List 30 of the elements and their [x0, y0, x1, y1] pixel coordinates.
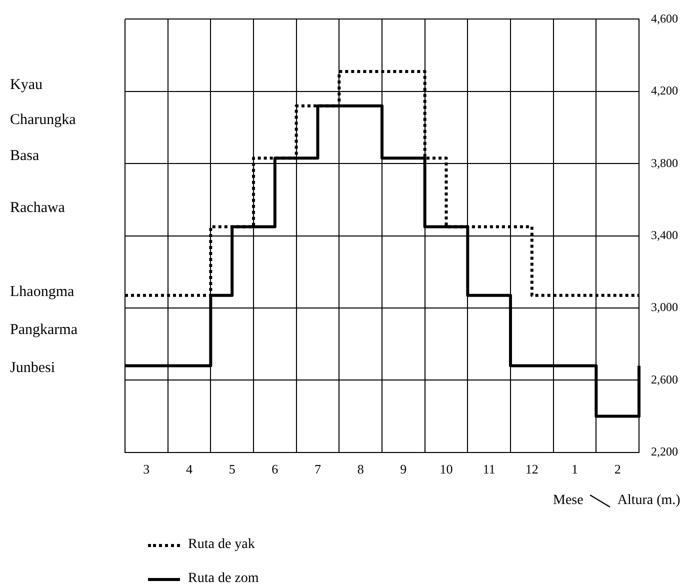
text: Charungka	[10, 112, 76, 128]
text: Basa	[10, 148, 40, 164]
text: Kyau	[10, 76, 43, 93]
text: Pangkarma	[10, 322, 78, 338]
y-tick-label: 2,200	[651, 444, 678, 459]
x-tick-label: 3	[143, 462, 150, 477]
text: Junbesi	[10, 360, 55, 376]
x-tick-label: 7	[314, 462, 322, 477]
x-tick-label: 5	[228, 462, 236, 477]
x-axis-title: Mese	[553, 493, 584, 508]
x-tick-label: 11	[482, 462, 496, 477]
x-tick-label: 12	[525, 462, 538, 477]
x-tick-label: 1	[572, 462, 578, 477]
x-tick-label: 4	[186, 462, 193, 477]
legend-label: Ruta de yak	[188, 537, 255, 553]
x-tick-label: 10	[440, 462, 453, 477]
x-tick-label: 9	[400, 462, 407, 477]
y-tick-label: 3,000	[651, 300, 678, 314]
y-tick-label: 3,800	[651, 156, 678, 170]
y-tick-label: 3,400	[651, 228, 678, 242]
text: Rachawa	[10, 200, 66, 216]
x-tick-label: 2	[614, 462, 621, 477]
y-tick-label: 2,600	[651, 372, 678, 386]
x-tick-label: 8	[357, 462, 364, 477]
y-tick-label: 4,200	[651, 84, 678, 98]
y-tick-label: 4,600	[651, 11, 678, 26]
x-tick-label: 6	[272, 462, 279, 477]
text: Lhaongma	[10, 284, 74, 300]
legend-label: Ruta de zom	[188, 571, 259, 587]
y-axis-title: Altura (m.)	[617, 493, 680, 508]
